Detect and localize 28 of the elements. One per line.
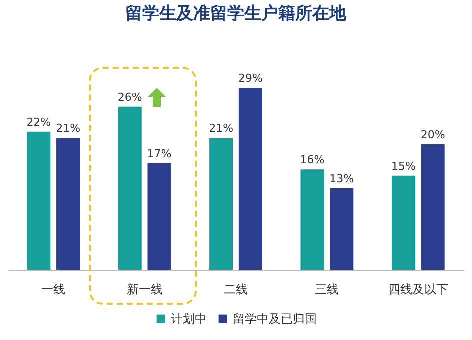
- x-tick-label: 三线: [315, 282, 340, 296]
- bar: [421, 144, 445, 270]
- bar: [392, 176, 416, 270]
- bar: [56, 138, 80, 270]
- bar: [148, 163, 172, 270]
- data-label: 21%: [209, 122, 234, 136]
- bar: [118, 106, 142, 270]
- legend-label: 留学中及已归国: [233, 312, 317, 326]
- data-label: 26%: [118, 90, 142, 104]
- data-label: 16%: [300, 154, 325, 167]
- x-tick-label: 四线及以下: [388, 282, 448, 296]
- chart-title: 留学生及准留学生户籍所在地: [126, 4, 348, 24]
- bar: [27, 132, 51, 270]
- bar: [238, 88, 262, 270]
- data-label: 20%: [420, 128, 446, 142]
- data-label: 22%: [26, 116, 52, 129]
- data-label: 13%: [330, 172, 354, 186]
- x-tick-label: 二线: [224, 282, 248, 296]
- data-label: 21%: [56, 122, 81, 136]
- bar: [300, 170, 324, 270]
- bar: [330, 188, 354, 270]
- data-label: 15%: [391, 160, 416, 173]
- data-label: 17%: [147, 147, 172, 160]
- x-tick-label: 一线: [42, 282, 66, 296]
- bar: [210, 138, 234, 270]
- legend-label: 计划中: [171, 312, 207, 326]
- data-label: 29%: [238, 72, 263, 85]
- x-tick-label: 新一线: [126, 282, 163, 296]
